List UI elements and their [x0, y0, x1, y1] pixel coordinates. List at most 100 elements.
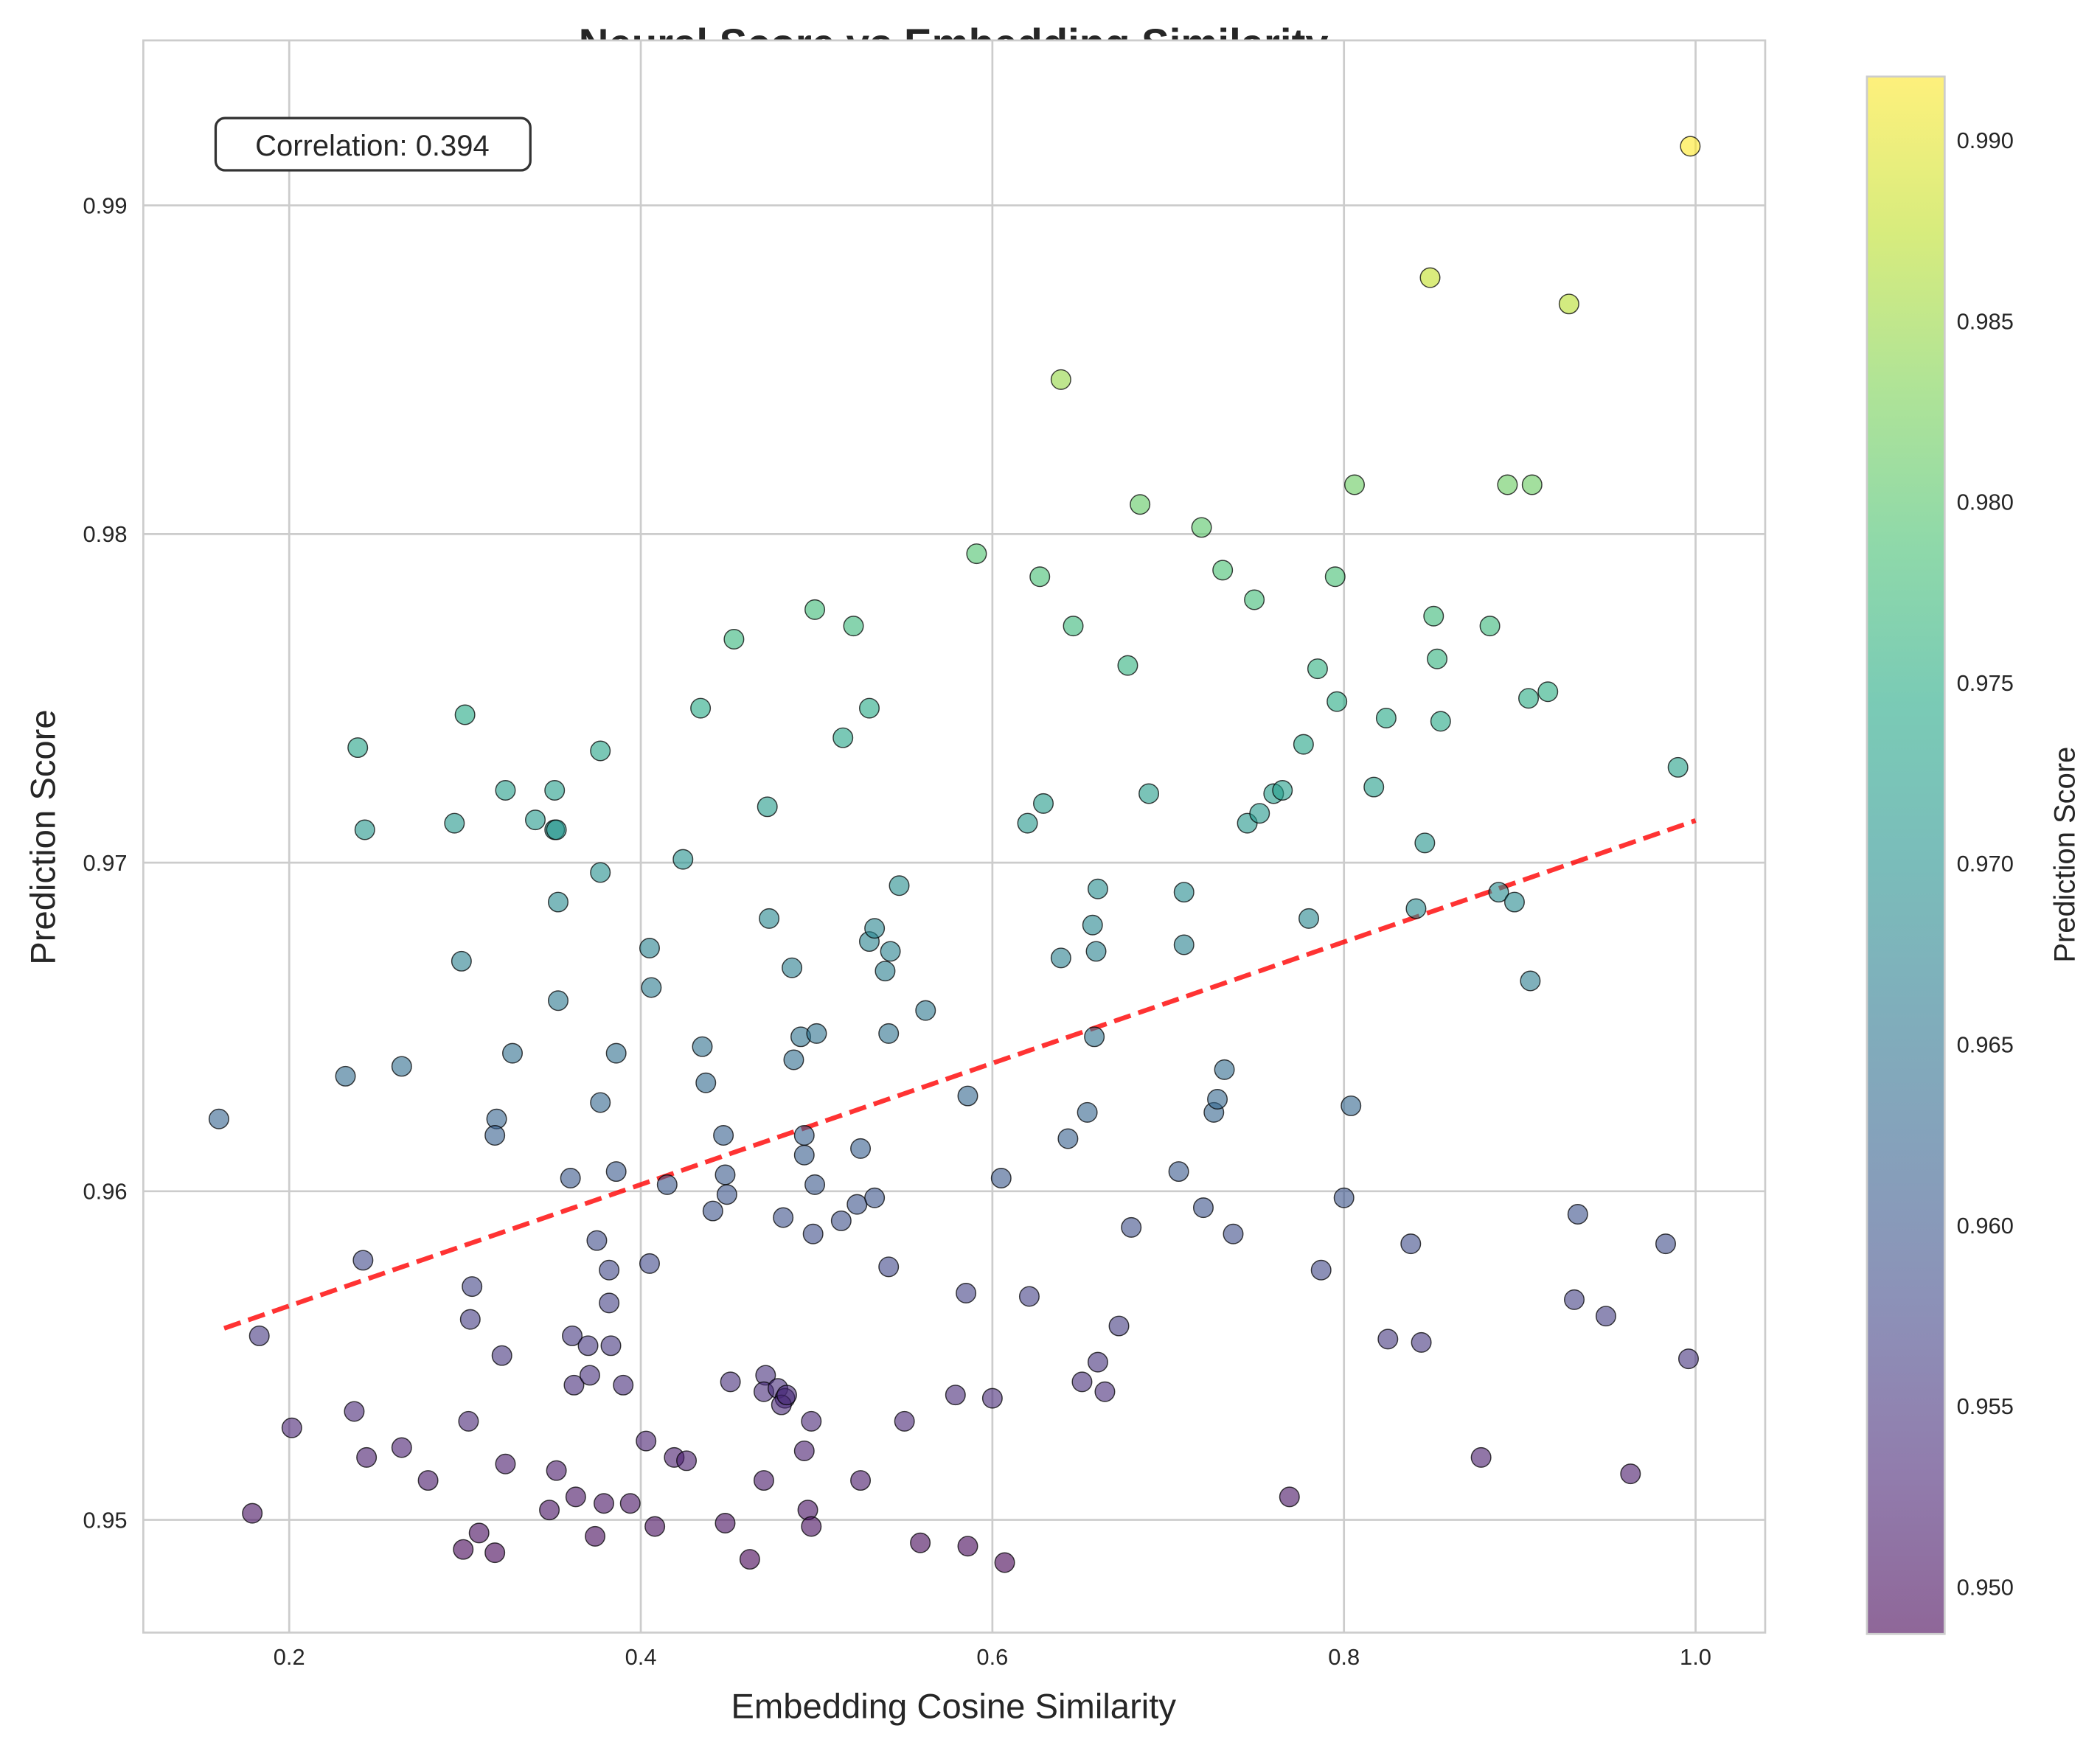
- data-point: [945, 1385, 966, 1406]
- colorbar-tick-label: 0.975: [1957, 670, 2014, 696]
- data-point: [715, 1164, 736, 1185]
- data-point: [484, 1125, 506, 1146]
- data-point: [1423, 605, 1444, 627]
- data-point: [757, 796, 778, 818]
- data-point: [577, 1335, 599, 1357]
- data-point: [1427, 648, 1448, 669]
- data-point: [739, 1549, 760, 1570]
- data-point: [1327, 691, 1348, 712]
- data-point: [1430, 711, 1451, 732]
- data-point: [1411, 1331, 1432, 1353]
- data-point: [356, 1446, 378, 1468]
- data-point: [1307, 658, 1328, 680]
- data-point: [636, 1430, 657, 1452]
- data-point: [864, 1187, 886, 1208]
- y-tick-label: 0.97: [83, 850, 127, 876]
- colorbar-tick-label: 0.965: [1957, 1032, 2014, 1058]
- data-point: [546, 819, 567, 840]
- data-point: [242, 1502, 263, 1524]
- data-point: [1212, 560, 1234, 581]
- data-point: [793, 1440, 815, 1461]
- data-point: [1564, 1289, 1585, 1310]
- colorbar-tick-label: 0.970: [1957, 851, 2014, 877]
- data-point: [1479, 616, 1501, 637]
- data-point: [459, 1309, 481, 1330]
- data-point: [878, 1023, 900, 1044]
- data-point: [1063, 616, 1084, 637]
- data-point: [1050, 947, 1071, 969]
- data-point: [1324, 566, 1346, 588]
- data-point: [1333, 1187, 1355, 1208]
- data-point: [1191, 517, 1212, 538]
- colorbar: 0.950 0.955 0.960 0.965 0.970 0.975 0.980 0.985…: [1866, 75, 2081, 1635]
- data-point: [1017, 812, 1038, 834]
- data-point: [806, 1023, 827, 1044]
- data-point: [801, 1410, 822, 1432]
- x-tick-label: 0.4: [625, 1644, 657, 1670]
- data-point: [695, 1072, 717, 1093]
- data-point: [889, 875, 910, 896]
- data-point: [641, 977, 662, 998]
- y-tick-labels: 0.95 0.96 0.97 0.98 0.99: [83, 192, 127, 1533]
- data-point: [1518, 688, 1540, 709]
- data-point: [1130, 494, 1151, 515]
- data-point: [1138, 783, 1160, 804]
- data-point: [880, 941, 901, 962]
- data-point: [656, 1174, 678, 1195]
- data-point: [1094, 1381, 1116, 1402]
- data-point: [1419, 267, 1441, 288]
- data-point: [956, 1283, 977, 1303]
- data-point: [458, 1410, 479, 1432]
- data-point: [783, 1049, 804, 1070]
- data-point: [391, 1437, 412, 1458]
- data-point: [915, 1000, 936, 1021]
- colorbar-gradient: [1866, 75, 1946, 1635]
- data-point: [462, 1276, 483, 1298]
- data-point: [1298, 908, 1319, 929]
- data-point: [639, 937, 660, 958]
- data-point: [1400, 1233, 1422, 1255]
- data-point: [878, 1256, 900, 1278]
- data-point: [802, 1223, 824, 1244]
- colorbar-tick-label: 0.980: [1957, 490, 2014, 515]
- data-point: [1071, 1371, 1093, 1393]
- y-tick-label: 0.99: [83, 192, 127, 218]
- data-point: [539, 1500, 560, 1521]
- data-point: [1173, 882, 1195, 903]
- data-point: [565, 1486, 586, 1508]
- x-tick-label: 1.0: [1680, 1644, 1711, 1670]
- y-axis-label: Prediction Score: [24, 709, 63, 964]
- data-point: [644, 1516, 666, 1537]
- data-point: [453, 1539, 474, 1560]
- colorbar-tick-label: 0.960: [1957, 1213, 2014, 1239]
- data-point: [910, 1532, 931, 1553]
- data-point: [672, 849, 694, 870]
- colorbar-tick-label: 0.990: [1957, 128, 2014, 153]
- grid-lines: [143, 40, 1765, 1633]
- data-point: [753, 1470, 774, 1491]
- data-point: [585, 1525, 606, 1547]
- data-point: [994, 1552, 1015, 1573]
- data-point: [562, 1325, 583, 1346]
- data-point: [484, 1542, 506, 1564]
- data-point: [444, 812, 465, 834]
- data-point: [335, 1065, 356, 1087]
- data-point: [1537, 681, 1559, 703]
- data-point: [801, 1516, 822, 1537]
- data-point: [491, 1345, 512, 1366]
- data-point: [1082, 914, 1103, 936]
- data-point: [1087, 1351, 1108, 1373]
- data-point: [832, 727, 854, 748]
- data-point: [1192, 1197, 1214, 1219]
- data-point: [1077, 1101, 1098, 1123]
- data-point: [875, 961, 896, 982]
- x-tick-label: 0.6: [976, 1644, 1008, 1670]
- data-point: [560, 1168, 581, 1188]
- data-point: [1084, 1026, 1105, 1048]
- data-point: [776, 1385, 797, 1406]
- data-point: [1470, 1446, 1492, 1468]
- data-point: [1558, 293, 1579, 315]
- data-point: [1341, 1095, 1362, 1116]
- data-point: [599, 1292, 620, 1314]
- data-point: [1667, 756, 1689, 778]
